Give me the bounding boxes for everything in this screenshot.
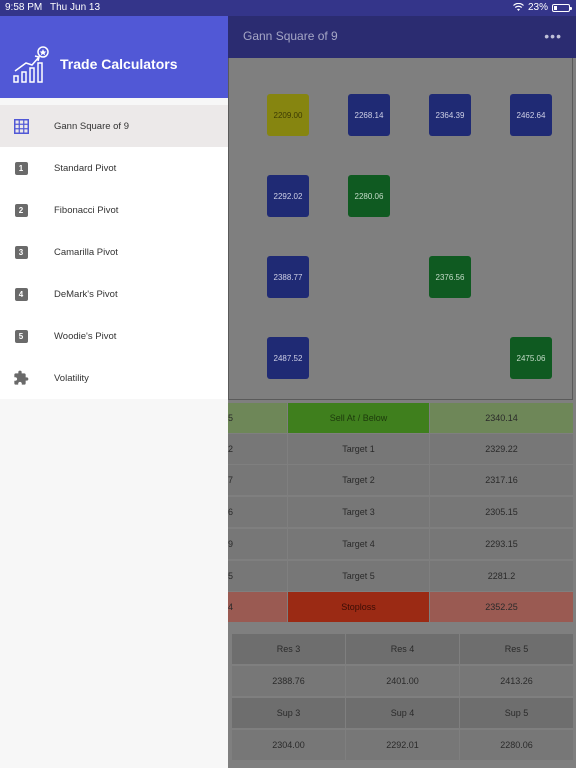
menu-item-camarilla-pivot[interactable]: 3 Camarilla Pivot (0, 231, 228, 273)
target-value: 2317.16 (430, 465, 573, 495)
menu-item-demark-pivot[interactable]: 4 DeMark's Pivot (0, 273, 228, 315)
gann-cell[interactable]: 2364.39 (429, 94, 471, 136)
sell-left: 5 (228, 403, 287, 433)
sup3-value: 2304.00 (232, 730, 345, 760)
target-left: 6 (228, 497, 287, 527)
wifi-icon (513, 3, 524, 11)
menu-item-fibonacci-pivot[interactable]: 2 Fibonacci Pivot (0, 189, 228, 231)
sup4-value: 2292.01 (346, 730, 459, 760)
sup5-value: 2280.06 (460, 730, 573, 760)
target-value: 2305.15 (430, 497, 573, 527)
navigation-drawer: Trade Calculators Gann Square of 9 1 Sta… (0, 0, 228, 768)
target-left: 2 (228, 434, 287, 464)
gann-cell[interactable]: 2475.06 (510, 337, 552, 379)
number-2-glyph: 2 (14, 203, 28, 217)
menu-item-label: Volatility (54, 372, 89, 384)
number-5-glyph: 5 (14, 329, 28, 343)
sell-label: Sell At / Below (288, 403, 429, 433)
puzzle-icon (13, 370, 29, 386)
target-label: Target 1 (288, 434, 429, 464)
table-row: 9 Target 4 2293.15 (228, 529, 573, 560)
battery-icon (552, 3, 572, 12)
res5-header: Res 5 (460, 634, 573, 664)
stoploss-row: 4 Stoploss 2352.25 (228, 592, 573, 623)
drawer-menu: Gann Square of 9 1 Standard Pivot 2 Fibo… (0, 105, 228, 399)
menu-item-label: DeMark's Pivot (54, 288, 118, 300)
menu-item-gann-square[interactable]: Gann Square of 9 (0, 105, 228, 147)
status-date: Thu Jun 13 (50, 2, 101, 13)
res4-header: Res 4 (346, 634, 459, 664)
target-left: 7 (228, 465, 287, 495)
drawer-header: Trade Calculators (0, 0, 228, 98)
gann-cell[interactable]: 2280.06 (348, 175, 390, 217)
menu-item-label: Fibonacci Pivot (54, 204, 119, 216)
table-row: 6 Target 3 2305.15 (228, 497, 573, 528)
menu-item-label: Woodie's Pivot (54, 330, 117, 342)
res5-value: 2413.26 (460, 666, 573, 696)
target-label: Target 5 (288, 561, 429, 591)
number-3-icon: 3 (13, 244, 29, 260)
number-4-icon: 4 (13, 286, 29, 302)
table-row: 2 Target 1 2329.22 (228, 434, 573, 465)
grid-icon (13, 118, 29, 134)
table-row: 5 Target 5 2281.2 (228, 561, 573, 592)
gann-cell[interactable]: 2376.56 (429, 256, 471, 298)
page-title: Gann Square of 9 (243, 29, 338, 43)
sell-value: 2340.14 (430, 403, 573, 433)
stoploss-label: Stoploss (288, 592, 429, 622)
sell-row: 5 Sell At / Below 2340.14 (228, 403, 573, 434)
target-label: Target 2 (288, 465, 429, 495)
number-1-glyph: 1 (14, 161, 28, 175)
gann-cell[interactable]: 2292.02 (267, 175, 309, 217)
gann-cell[interactable]: 2388.77 (267, 256, 309, 298)
gann-cell[interactable]: 2209.00 (267, 94, 309, 136)
more-options-icon[interactable]: ••• (544, 28, 562, 44)
target-label: Target 4 (288, 529, 429, 559)
number-3-glyph: 3 (14, 245, 28, 259)
res3-value: 2388.76 (232, 666, 345, 696)
number-5-icon: 5 (13, 328, 29, 344)
table-row: 7 Target 2 2317.16 (228, 465, 573, 496)
menu-item-volatility[interactable]: Volatility (0, 357, 228, 399)
res3-header: Res 3 (232, 634, 345, 664)
stoploss-value: 2352.25 (430, 592, 573, 622)
app-name: Trade Calculators (60, 56, 178, 72)
target-value: 2293.15 (430, 529, 573, 559)
target-label: Target 3 (288, 497, 429, 527)
menu-item-woodie-pivot[interactable]: 5 Woodie's Pivot (0, 315, 228, 357)
sup3-header: Sup 3 (232, 698, 345, 728)
target-value: 2281.2 (430, 561, 573, 591)
number-2-icon: 2 (13, 202, 29, 218)
trade-logo-icon (13, 46, 49, 83)
menu-item-label: Standard Pivot (54, 162, 117, 174)
gann-cell[interactable]: 2487.52 (267, 337, 309, 379)
battery-percent: 23% (527, 2, 548, 13)
status-right: 23% (513, 2, 572, 13)
sup5-header: Sup 5 (460, 698, 573, 728)
menu-item-label: Camarilla Pivot (54, 246, 118, 258)
target-left: 5 (228, 561, 287, 591)
number-1-icon: 1 (13, 160, 29, 176)
status-bar: 9:58 PM Thu Jun 13 23% (0, 0, 576, 16)
gann-cell[interactable]: 2462.64 (510, 94, 552, 136)
menu-item-standard-pivot[interactable]: 1 Standard Pivot (0, 147, 228, 189)
number-4-glyph: 4 (14, 287, 28, 301)
gann-grid: 2209.00 2268.14 2364.39 2462.64 2292.02 … (228, 58, 573, 400)
gann-cell[interactable]: 2268.14 (348, 94, 390, 136)
res4-value: 2401.00 (346, 666, 459, 696)
stoploss-left: 4 (228, 592, 287, 622)
sup4-header: Sup 4 (346, 698, 459, 728)
menu-item-label: Gann Square of 9 (54, 120, 129, 132)
target-left: 9 (228, 529, 287, 559)
target-value: 2329.22 (430, 434, 573, 464)
status-time: 9:58 PM (5, 2, 43, 13)
